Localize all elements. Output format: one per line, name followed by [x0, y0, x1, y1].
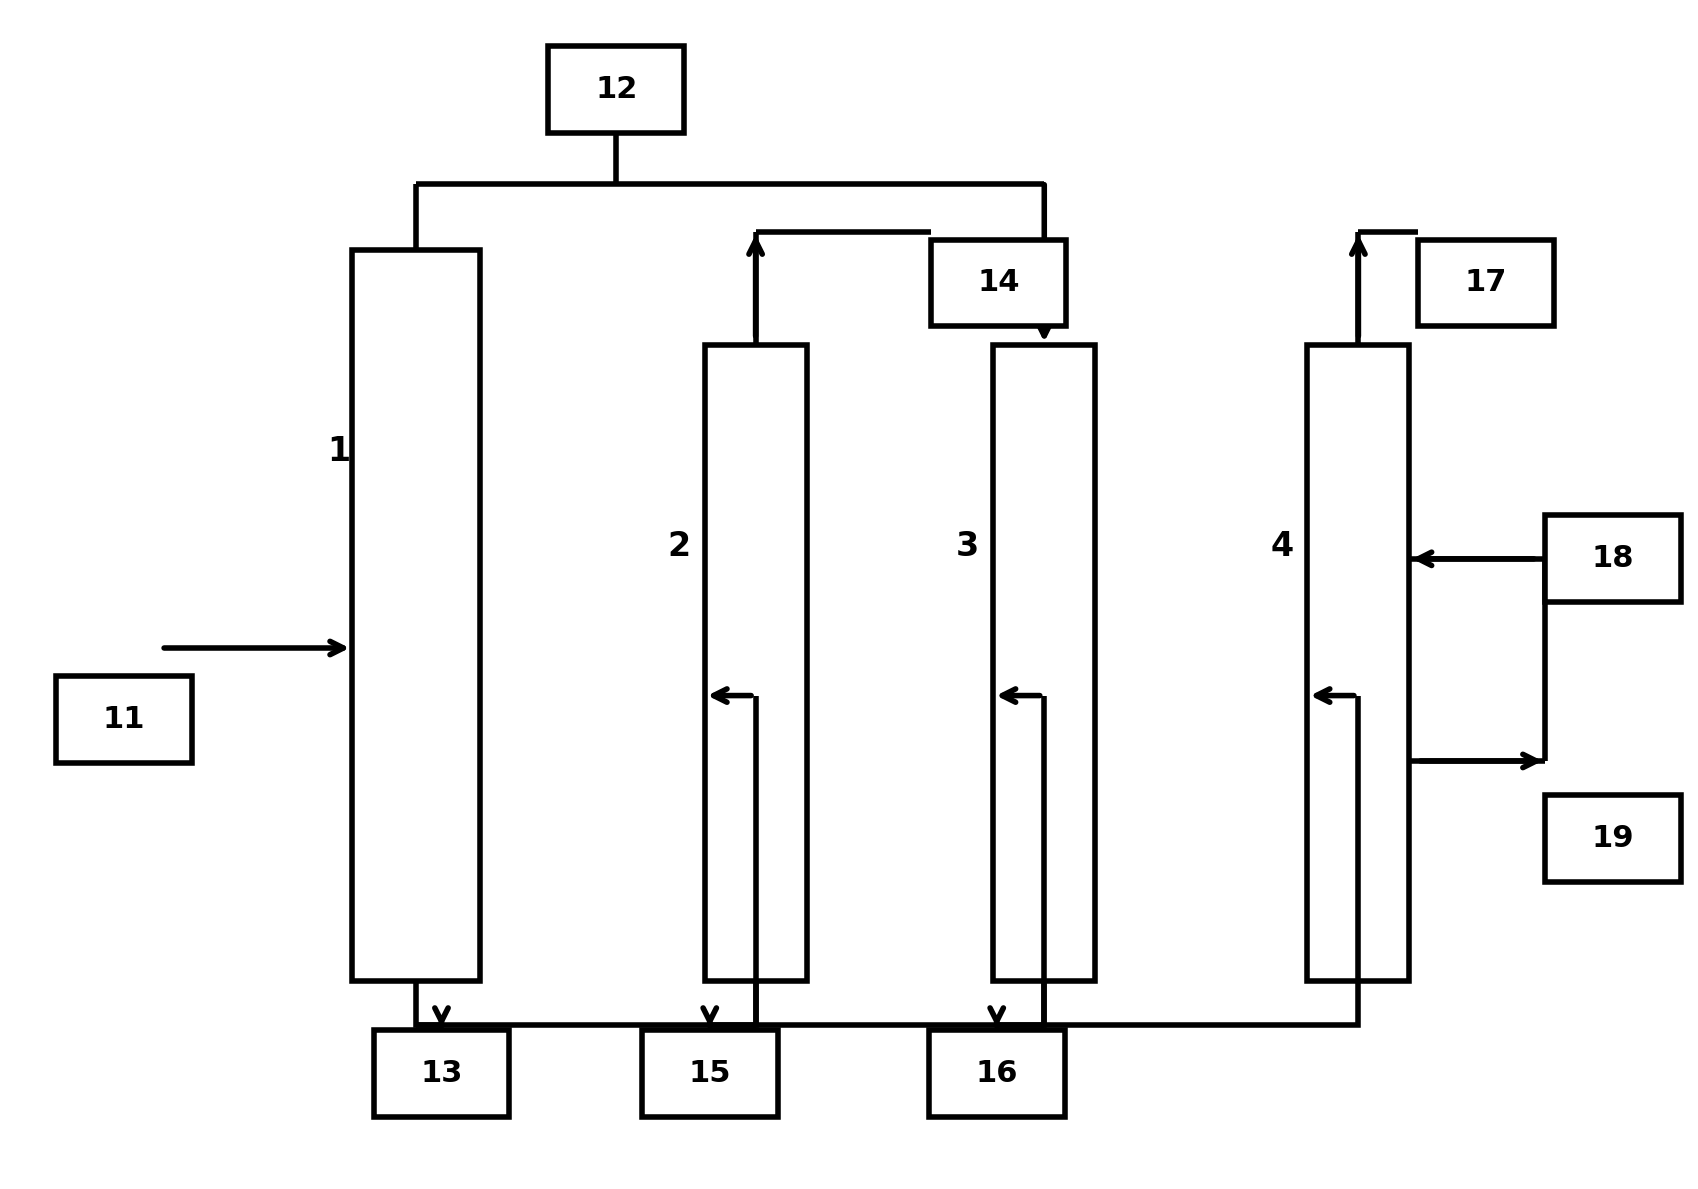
Text: 3: 3 — [956, 530, 980, 564]
Text: 13: 13 — [421, 1059, 462, 1088]
Bar — [929, 1030, 1065, 1118]
Bar — [705, 345, 807, 981]
Text: 14: 14 — [976, 269, 1020, 297]
Bar — [642, 1030, 778, 1118]
Bar — [931, 240, 1066, 326]
Text: 2: 2 — [667, 530, 691, 564]
Bar — [993, 345, 1095, 981]
Bar — [56, 675, 192, 763]
Text: 17: 17 — [1465, 269, 1506, 297]
Bar — [1307, 345, 1409, 981]
Bar — [1545, 516, 1681, 602]
Bar — [548, 45, 684, 133]
Bar — [1545, 794, 1681, 882]
Text: 15: 15 — [688, 1059, 732, 1088]
Text: 19: 19 — [1591, 824, 1635, 853]
Text: 16: 16 — [975, 1059, 1019, 1088]
Bar — [374, 1030, 509, 1118]
Text: 1: 1 — [328, 435, 351, 468]
Text: 4: 4 — [1270, 530, 1294, 564]
Text: 11: 11 — [102, 705, 146, 734]
Bar — [351, 250, 479, 981]
Text: 18: 18 — [1591, 545, 1635, 573]
Text: 12: 12 — [596, 75, 637, 103]
Bar — [1418, 240, 1554, 326]
